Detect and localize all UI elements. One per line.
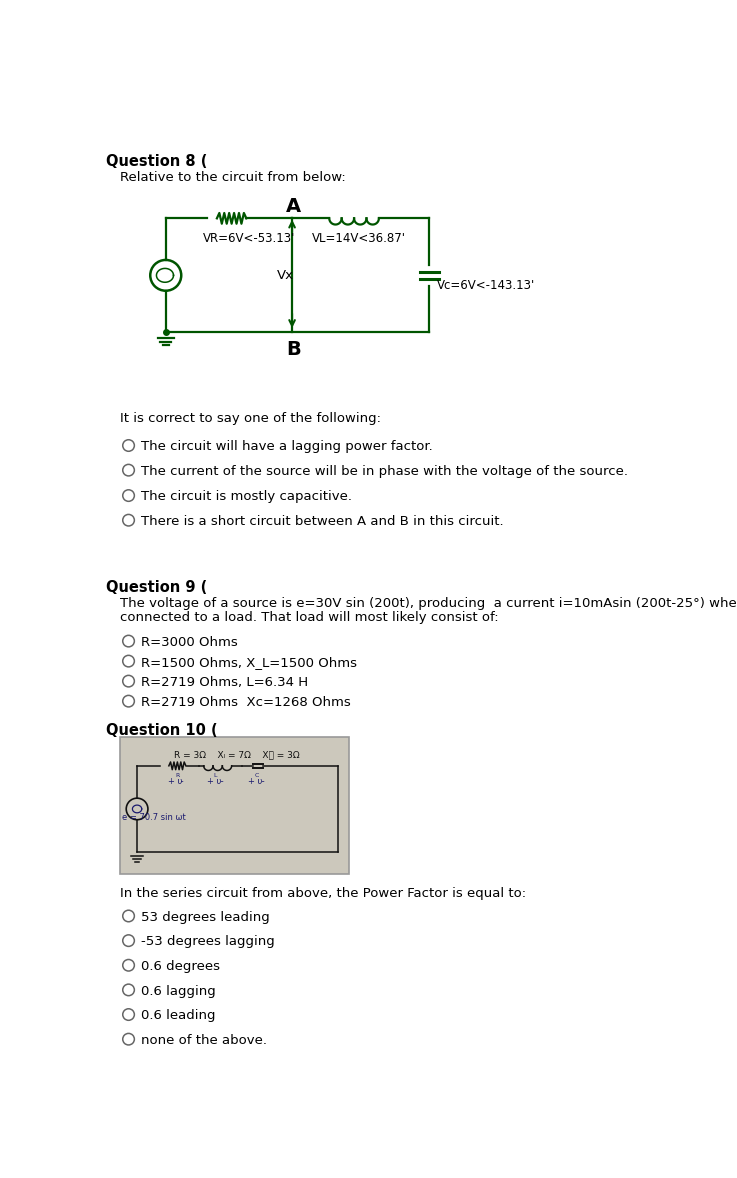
Text: The circuit is mostly capacitive.: The circuit is mostly capacitive. <box>141 490 352 503</box>
Text: + υ: + υ <box>248 776 262 786</box>
Text: Vx: Vx <box>276 270 293 283</box>
Text: The voltage of a source is e=30V sin (200t), producing  a current i=10mAsin (200: The voltage of a source is e=30V sin (20… <box>120 597 737 610</box>
Text: -: - <box>178 776 184 786</box>
Text: none of the above.: none of the above. <box>141 1034 267 1047</box>
Text: R = 3Ω    Xₗ = 7Ω    Xᰀ = 3Ω: R = 3Ω Xₗ = 7Ω Xᰀ = 3Ω <box>174 750 300 760</box>
Text: In the series circuit from above, the Power Factor is equal to:: In the series circuit from above, the Po… <box>120 887 526 900</box>
Text: 0.6 degrees: 0.6 degrees <box>141 960 220 973</box>
Text: Question 9 (: Question 9 ( <box>106 581 207 595</box>
FancyBboxPatch shape <box>120 736 349 874</box>
Text: 0.6 lagging: 0.6 lagging <box>141 985 216 998</box>
Text: B: B <box>286 340 301 359</box>
Text: e = 70.7 sin ωt: e = 70.7 sin ωt <box>122 813 185 822</box>
Text: -: - <box>259 776 265 786</box>
Text: Question 8 (: Question 8 ( <box>106 153 207 168</box>
Text: connected to a load. That load will most likely consist of:: connected to a load. That load will most… <box>120 611 499 624</box>
Text: The current of the source will be in phase with the voltage of the source.: The current of the source will be in pha… <box>141 465 628 478</box>
Text: It is correct to say one of the following:: It is correct to say one of the followin… <box>120 412 381 425</box>
Text: L: L <box>214 773 217 777</box>
Text: There is a short circuit between A and B in this circuit.: There is a short circuit between A and B… <box>141 515 503 528</box>
Text: Vc=6V<-143.13': Vc=6V<-143.13' <box>437 279 535 292</box>
Text: The circuit will have a lagging power factor.: The circuit will have a lagging power fa… <box>141 441 433 454</box>
Text: VR=6V<-53.13': VR=6V<-53.13' <box>203 232 296 245</box>
Text: C: C <box>255 773 259 777</box>
Text: R: R <box>175 773 179 777</box>
Text: VL=14V<36.87': VL=14V<36.87' <box>312 232 405 245</box>
Text: A: A <box>286 197 301 216</box>
Text: R=2719 Ohms, L=6.34 H: R=2719 Ohms, L=6.34 H <box>141 676 308 689</box>
Text: 53 degrees leading: 53 degrees leading <box>141 911 270 924</box>
Text: Question 10 (: Question 10 ( <box>106 723 217 737</box>
Text: + υ: + υ <box>168 776 183 786</box>
Text: Relative to the circuit from below:: Relative to the circuit from below: <box>120 171 346 184</box>
Text: R=1500 Ohms, X_L=1500 Ohms: R=1500 Ohms, X_L=1500 Ohms <box>141 656 357 669</box>
Text: -: - <box>217 776 223 786</box>
Text: + υ: + υ <box>207 776 221 786</box>
Text: R=2719 Ohms  Xc=1268 Ohms: R=2719 Ohms Xc=1268 Ohms <box>141 696 351 709</box>
Text: R=3000 Ohms: R=3000 Ohms <box>141 636 238 649</box>
Text: -53 degrees lagging: -53 degrees lagging <box>141 935 275 948</box>
Text: 0.6 leading: 0.6 leading <box>141 1010 215 1023</box>
